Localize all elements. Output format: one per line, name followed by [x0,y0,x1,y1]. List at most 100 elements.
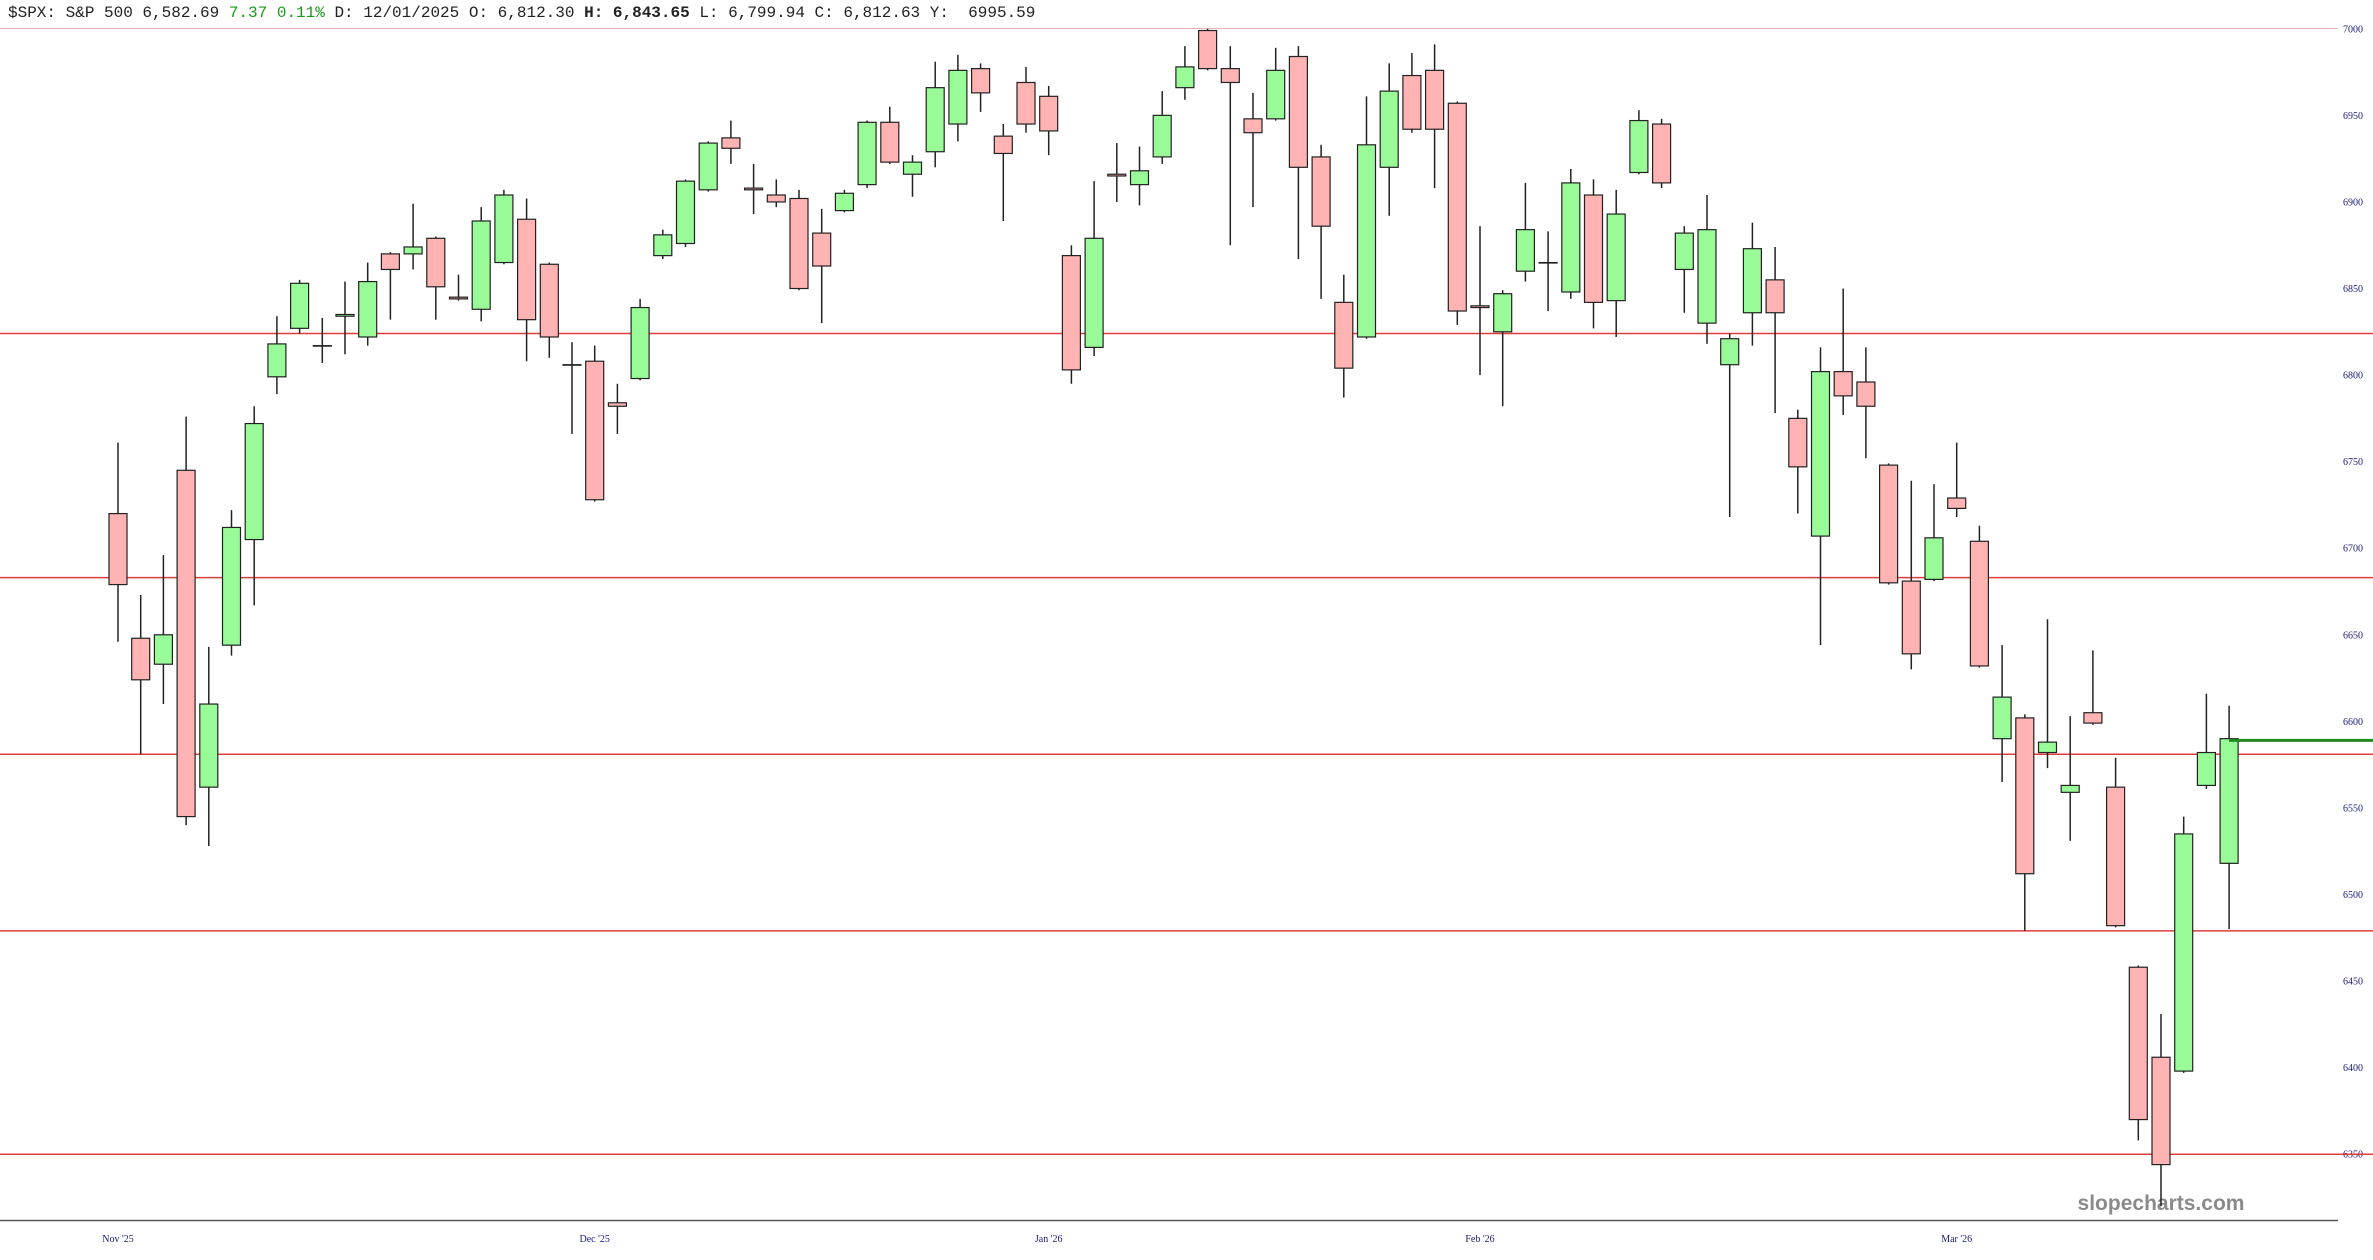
candle-body [2037,741,2058,754]
candle-body [1107,173,1127,177]
candle-body [1788,417,1808,468]
candle-body [2174,833,2194,1072]
candle-body [721,137,741,149]
candle-body [290,282,310,329]
candle-body [1992,696,2012,740]
candle-body [267,343,287,378]
candle-body [1402,74,1422,130]
candle-body [1493,293,1513,333]
candle-body [2128,966,2148,1121]
y-tick-label: 6450 [2343,977,2363,988]
x-tick-label: Jan '26 [1035,1234,1063,1245]
candle-body [1515,229,1536,272]
candle-body [743,187,764,191]
candle-body [2151,1056,2171,1166]
candle-body [335,313,355,317]
y-tick-label: 6800 [2343,371,2363,382]
candle-body [585,360,605,501]
candle-body [448,296,469,300]
candle-body [426,237,446,288]
candle-body [834,192,855,212]
candle-body [1039,95,1059,132]
candle-body [403,246,423,255]
y-tick-label: 6600 [2343,717,2363,728]
candle-body [2106,786,2126,927]
y-tick-label: 6850 [2343,284,2363,295]
candle-body [675,180,696,245]
candle-body [108,512,128,586]
candle-body [607,402,628,407]
candle-body [1016,81,1036,125]
candle-body [1129,170,1150,186]
candle-body [131,637,151,681]
candle-body [2196,751,2216,787]
candle-body [1651,123,1672,184]
candle-body [2219,738,2239,864]
candle-body [380,253,400,271]
candle-body [1674,232,1694,271]
candle-body [766,194,786,203]
candle-body [1901,580,1921,655]
candle-body [812,232,832,267]
candle-body [516,218,537,321]
candle-body [880,121,900,163]
candle-body [653,234,673,257]
candle-body [1356,144,1377,338]
candle-body [1856,381,1876,407]
candle-body [1561,182,1581,293]
candle-body [1243,118,1263,134]
candle-body [1288,55,1309,168]
candle-body [1833,371,1853,397]
candle-body [153,634,173,665]
candle-body [176,469,196,818]
candle-body [494,194,514,264]
candle-body [1152,114,1172,158]
candle-body [698,142,718,191]
header-segment: D: 12/01/2025 O: 6,812.30 [334,4,574,22]
candle-body [970,68,991,94]
candle-body [1878,464,1899,584]
y-tick-label: 6650 [2343,630,2363,641]
y-tick-label: 7000 [2343,24,2363,35]
candle-body [1061,255,1082,371]
candle-body [358,280,378,338]
candle-body [1266,69,1286,120]
candle-body [1538,261,1558,264]
candle-body [902,161,923,175]
x-tick-label: Nov '25 [102,1234,134,1245]
candle-body [1379,90,1399,168]
x-tick-label: Dec '25 [579,1234,609,1245]
candle-body [1424,69,1445,130]
candle-body [1947,497,1967,509]
candle-body [1084,237,1104,348]
y-tick-label: 6350 [2343,1150,2363,1161]
candle-body [948,69,968,125]
y-tick-label: 6900 [2343,197,2363,208]
x-tick-label: Mar '26 [1941,1234,1972,1245]
candle-body [1175,66,1195,89]
candle-body [1629,119,1649,174]
header-segment: $SPX: S&P 500 6,582.69 [8,4,219,22]
candle-body [1583,194,1604,303]
candle-body [857,121,877,186]
candle-body [1447,102,1467,312]
header: $SPX: S&P 500 6,582.69 7.37 0.11% D: 12/01… [8,4,1035,22]
header-segment: 7.37 0.11% [229,4,325,22]
candle-body [1220,68,1240,84]
y-tick-label: 6950 [2343,111,2363,122]
candle-body [562,364,582,366]
candle-body [244,422,264,541]
candle-body [2015,717,2035,875]
header-segment: L: 6,799.94 C: 6,812.63 Y: 6995.59 [699,4,1035,22]
candle-body [1334,301,1354,369]
candle-body [1742,248,1763,314]
candle-body [2083,712,2103,724]
candle-body [789,197,809,290]
x-tick-label: Feb '26 [1465,1234,1494,1245]
y-tick-label: 6750 [2343,457,2363,468]
header-segment: H: 6,843.65 [584,4,690,22]
candle-body [993,135,1013,155]
candle-body [1606,213,1626,302]
candle-body [221,526,242,646]
candle-body [1810,371,1831,537]
